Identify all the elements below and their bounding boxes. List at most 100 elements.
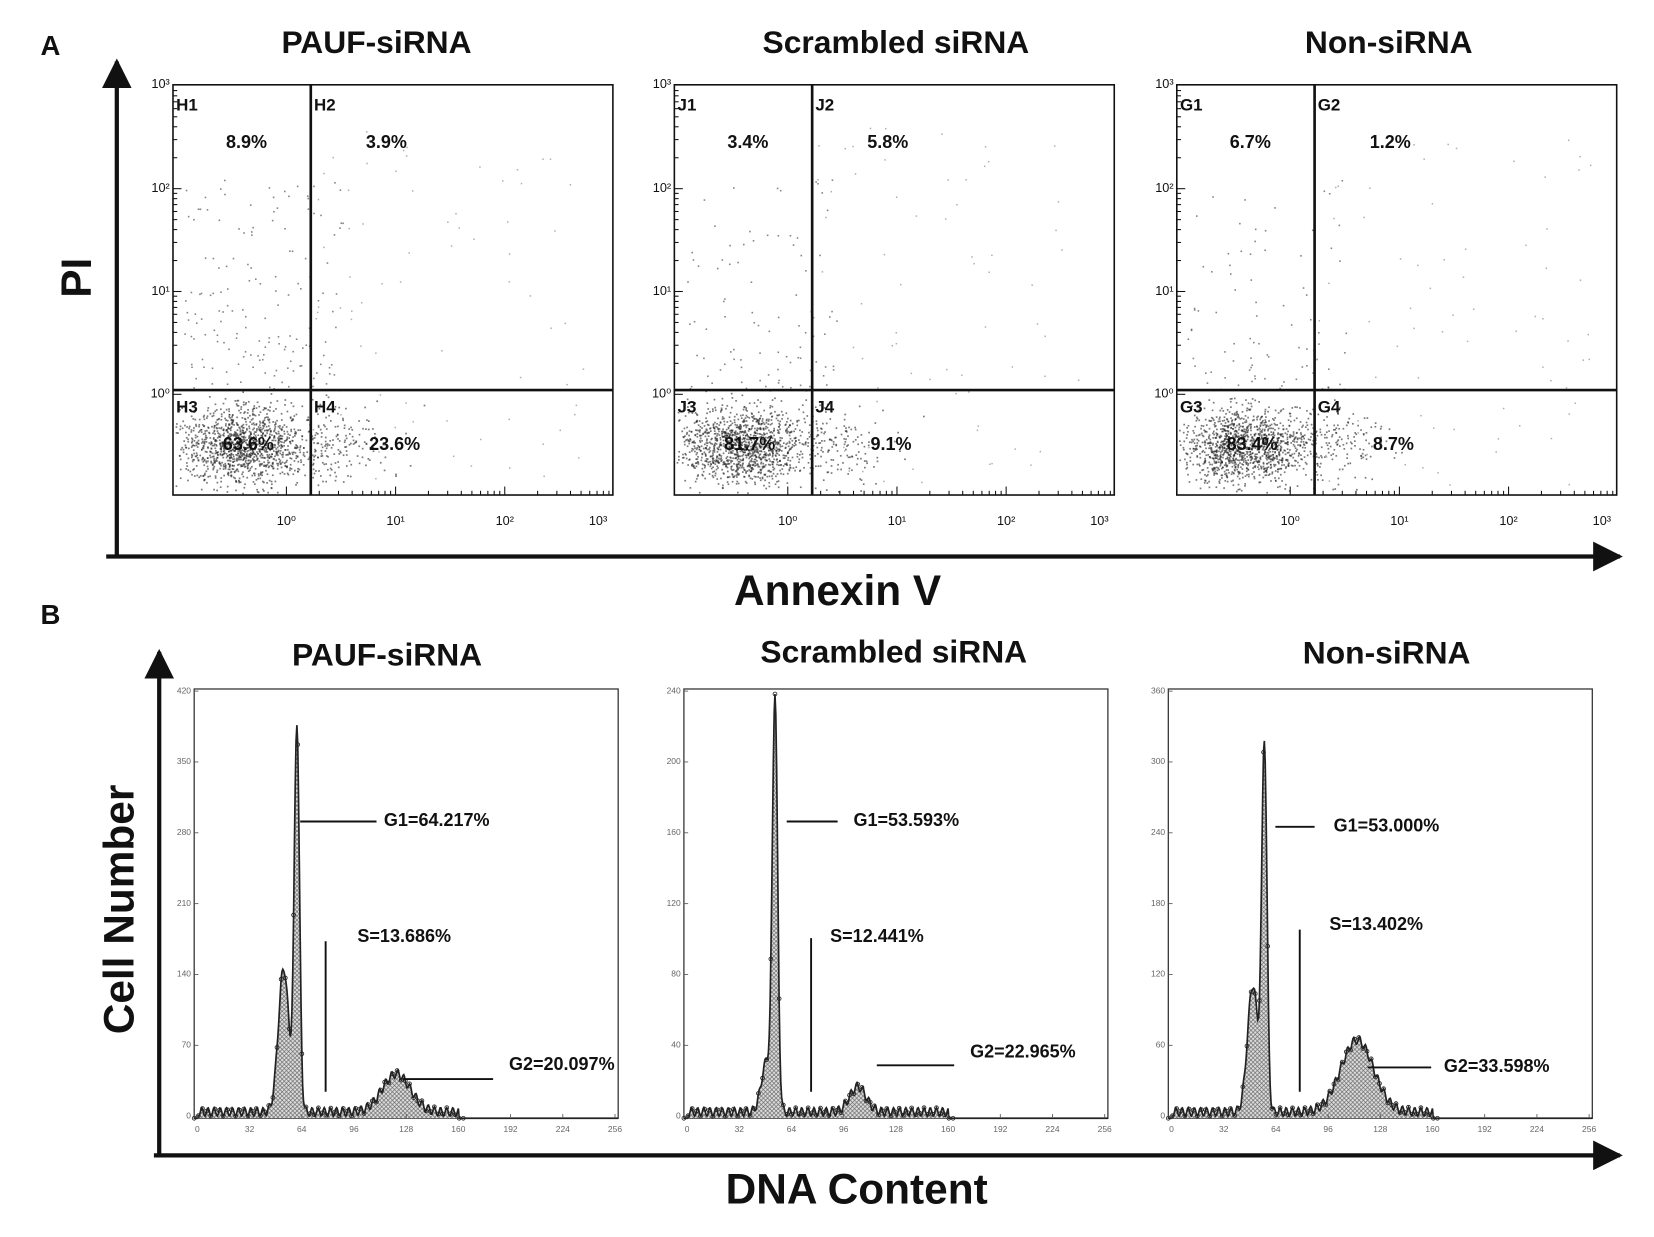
event-dot <box>1277 468 1279 471</box>
event-dot <box>260 463 263 466</box>
event-dot <box>703 443 706 446</box>
event-dot <box>836 320 838 322</box>
event-dot <box>278 342 280 345</box>
event-dot <box>200 431 203 433</box>
event-dot <box>203 459 206 462</box>
event-dot <box>895 332 897 334</box>
event-dot <box>1228 460 1231 462</box>
event-dot <box>1455 147 1458 150</box>
event-dot <box>758 433 761 435</box>
event-dot <box>775 452 778 454</box>
event-dot <box>220 477 223 479</box>
event-dot <box>1217 446 1220 449</box>
event-dot <box>267 429 270 431</box>
event-dot <box>689 438 692 440</box>
event-dot <box>267 466 270 469</box>
event-dot <box>693 445 696 447</box>
event-dot <box>226 485 229 488</box>
event-dot <box>307 197 310 200</box>
event-dot <box>1246 425 1249 428</box>
event-dot <box>205 460 208 463</box>
event-dot <box>858 405 861 408</box>
event-dot <box>291 453 294 456</box>
event-dot <box>1215 432 1218 435</box>
event-dot <box>253 431 256 433</box>
event-dot <box>1244 459 1247 462</box>
event-dot <box>747 464 750 467</box>
event-dot <box>1268 473 1271 476</box>
event-dot <box>820 455 822 458</box>
event-dot <box>1417 264 1419 267</box>
event-dot <box>306 419 308 422</box>
event-dot <box>771 477 774 480</box>
event-dot <box>713 433 716 435</box>
event-dot <box>695 448 698 451</box>
event-dot <box>714 406 717 409</box>
event-dot <box>295 413 298 416</box>
event-dot <box>1218 458 1221 461</box>
event-dot <box>223 341 225 344</box>
event-dot <box>1204 440 1206 443</box>
event-dot <box>868 431 870 434</box>
event-dot <box>263 419 266 421</box>
event-dot <box>236 457 238 460</box>
event-dot <box>1271 418 1274 420</box>
event-dot <box>743 418 745 421</box>
event-dot <box>726 404 729 407</box>
event-dot <box>232 434 235 436</box>
event-dot <box>542 158 544 160</box>
event-dot <box>686 438 689 441</box>
histogram-point <box>411 1095 416 1100</box>
x-tick-label: 10¹ <box>888 513 906 528</box>
event-dot <box>246 455 249 458</box>
event-dot <box>1274 446 1277 449</box>
event-dot <box>758 471 760 474</box>
event-dot <box>1272 459 1274 462</box>
event-dot <box>270 464 272 467</box>
event-dot <box>1237 436 1240 438</box>
event-dot <box>1337 185 1339 188</box>
event-dot <box>751 444 754 447</box>
event-dot <box>681 430 684 433</box>
event-dot <box>773 434 775 437</box>
event-dot <box>263 464 266 467</box>
event-dot <box>749 477 752 480</box>
event-dot <box>1339 383 1341 386</box>
event-dot <box>1330 454 1333 457</box>
quadrant-label: J3 <box>678 398 697 417</box>
event-dot <box>855 454 858 457</box>
event-dot <box>1270 434 1273 436</box>
event-dot <box>733 358 735 361</box>
event-dot <box>209 475 211 478</box>
event-dot <box>1277 432 1280 434</box>
event-dot <box>262 432 264 435</box>
event-dot <box>1369 187 1371 189</box>
event-dot <box>1237 440 1240 443</box>
event-dot <box>262 442 265 445</box>
event-dot <box>1310 413 1312 416</box>
histogram-point <box>237 1108 243 1113</box>
event-dot <box>210 447 213 450</box>
event-dot <box>727 483 730 486</box>
event-dot <box>763 450 766 453</box>
event-dot <box>458 227 461 229</box>
event-dot <box>777 235 780 237</box>
event-dot <box>257 443 260 446</box>
event-dot <box>211 367 214 370</box>
event-dot <box>194 436 197 439</box>
event-dot <box>708 448 710 451</box>
event-dot <box>339 450 341 453</box>
event-dot <box>402 149 405 152</box>
event-dot <box>864 452 867 455</box>
event-dot <box>287 367 289 369</box>
event-dot <box>1272 427 1274 430</box>
event-dot <box>352 439 355 442</box>
event-dot <box>779 436 782 439</box>
event-dot <box>711 437 713 440</box>
event-dot <box>1305 474 1307 476</box>
event-dot <box>696 435 699 438</box>
event-dot <box>1225 463 1227 466</box>
event-dot <box>227 426 230 429</box>
event-dot <box>243 454 246 457</box>
event-dot <box>218 427 221 429</box>
